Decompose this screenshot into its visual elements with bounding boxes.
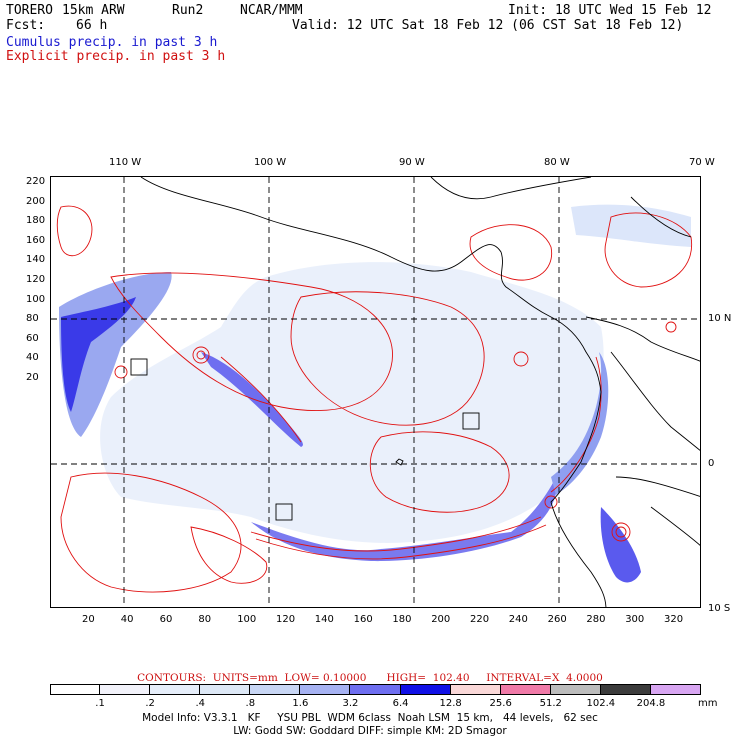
colorbar-swatch [150, 684, 201, 695]
station-markers [130, 358, 480, 521]
contours-info: CONTOURS: UNITS=mm LOW= 0.10000 HIGH= 10… [137, 672, 603, 684]
colorbar-label: .4 [195, 698, 205, 709]
y-tick-label: 80 [26, 313, 39, 325]
y-tick-label: 100 [26, 293, 46, 305]
colorbar-label: .1 [95, 698, 105, 709]
colorbar-swatch [50, 684, 101, 695]
x-tick-label: 280 [586, 614, 606, 625]
colorbar-label: 3.2 [342, 698, 359, 709]
x-tick-label: 120 [276, 614, 296, 625]
x-tick-label: 160 [353, 614, 373, 625]
lon-label-110w: 110 W [109, 157, 142, 168]
model-info-line2: LW: Godd SW: Goddard DIFF: simple KM: 2D… [233, 725, 507, 737]
colorbar-swatch [100, 684, 151, 695]
cumulus-precip-shading [59, 204, 691, 583]
graticule [51, 177, 700, 607]
field-explicit-title: Explicit precip. in past 3 h [6, 49, 226, 64]
colorbar-unit: mm [698, 698, 718, 709]
init-time: Init: 18 UTC Wed 15 Feb 12 [508, 3, 712, 18]
model-name: TORERO [6, 3, 53, 18]
colorbar-label: 51.2 [539, 698, 562, 709]
y-tick-label: 220 [26, 176, 46, 187]
precipitation-map [50, 176, 701, 608]
colorbar-swatch [600, 684, 651, 695]
colorbar-label: .2 [145, 698, 155, 709]
forecast-label: Fcst: [6, 18, 46, 33]
lat-label-10s: 10 S [708, 603, 731, 614]
x-tick-label: 180 [392, 614, 412, 625]
forecast-hour: 66 h [76, 18, 108, 33]
model-info-line1: Model Info: V3.3.1 KF YSU PBL WDM 6class… [142, 712, 598, 724]
colorbar-swatch [250, 684, 301, 695]
y-tick-label: 60 [26, 332, 39, 344]
colorbar-swatch [650, 684, 701, 695]
x-tick-label: 300 [625, 614, 645, 625]
explicit-precip-contours [56, 205, 693, 593]
y-tick-label: 200 [26, 195, 46, 207]
lat-label-10n: 10 N [708, 313, 732, 324]
colorbar-label: 102.4 [586, 698, 616, 709]
x-tick-label: 220 [470, 614, 490, 625]
colorbar-swatch [500, 684, 551, 695]
colorbar-swatch [400, 684, 451, 695]
x-tick-label: 60 [159, 614, 173, 625]
colorbar-swatch [550, 684, 601, 695]
model-resolution: 15km ARW [62, 3, 125, 18]
colorbar-swatch [200, 684, 251, 695]
lon-label-100w: 100 W [254, 157, 287, 168]
map-canvas [51, 177, 700, 607]
org-label: NCAR/MMM [240, 3, 303, 18]
field-cumulus-title: Cumulus precip. in past 3 h [6, 35, 218, 50]
x-tick-label: 240 [508, 614, 528, 625]
coastlines [140, 177, 700, 607]
lon-label-70w: 70 W [689, 157, 715, 168]
x-tick-label: 100 [237, 614, 257, 625]
colorbar-label: 6.4 [392, 698, 409, 709]
valid-time: Valid: 12 UTC Sat 18 Feb 12 (06 CST Sat … [292, 18, 684, 33]
y-tick-label: 160 [26, 234, 46, 246]
y-tick-label: 40 [26, 352, 39, 364]
x-tick-label: 200 [431, 614, 451, 625]
x-tick-label: 140 [314, 614, 334, 625]
x-tick-label: 320 [664, 614, 684, 625]
colorbar-swatch [450, 684, 501, 695]
colorbar-swatch [300, 684, 351, 695]
colorbar-label: 204.8 [636, 698, 666, 709]
x-tick-label: 40 [120, 614, 134, 625]
y-tick-label: 180 [26, 215, 46, 227]
y-tick-label: 20 [26, 372, 39, 383]
y-tick-label: 120 [26, 274, 46, 285]
x-tick-label: 80 [198, 614, 212, 625]
x-tick-label: 20 [82, 614, 95, 625]
y-tick-label: 140 [26, 254, 46, 266]
x-tick-label: 260 [547, 614, 567, 625]
lon-label-80w: 80 W [544, 157, 570, 168]
colorbar-label: .8 [245, 698, 256, 709]
lat-label-0: 0 [708, 458, 715, 469]
colorbar-label: 1.6 [292, 698, 309, 709]
colorbar-label: 12.8 [439, 698, 462, 709]
run-label: Run2 [172, 3, 204, 18]
colorbar-label: 25.6 [489, 698, 512, 709]
colorbar-swatch [350, 684, 401, 695]
lon-label-90w: 90 W [399, 157, 425, 168]
